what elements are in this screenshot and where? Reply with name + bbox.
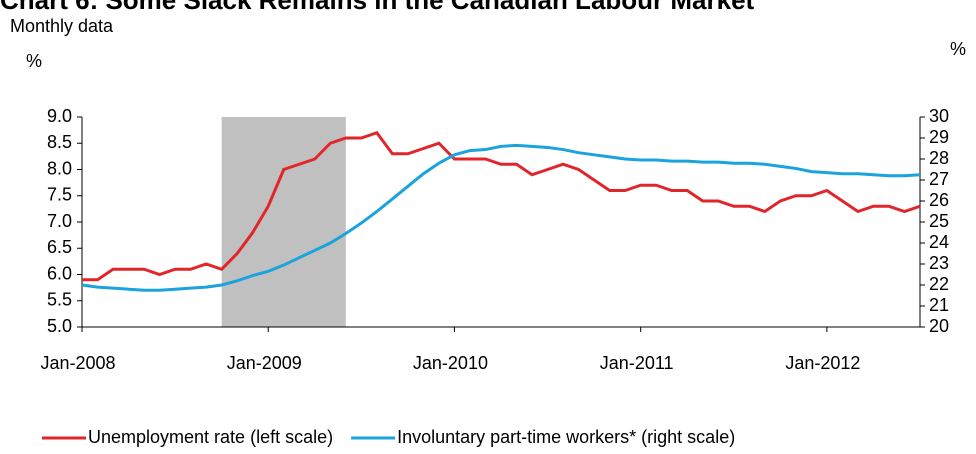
legend-label: Unemployment rate (left scale) [88, 427, 333, 447]
x-tick-label: Jan-2009 [227, 353, 302, 373]
y2-tick-label: 25 [929, 211, 949, 231]
legend-label: Involuntary part-time workers* (right sc… [397, 427, 735, 447]
y-tick-label: 6.5 [47, 237, 72, 257]
x-tick-label: Jan-2011 [600, 353, 674, 373]
y2-axis-label: % [950, 39, 966, 59]
y2-tick-label: 28 [929, 148, 949, 168]
y-tick-label: 8.0 [47, 158, 72, 178]
chart-title: Chart 6: Some Slack Remains in the Canad… [0, 0, 755, 15]
y-tick-label: 5.5 [47, 290, 72, 310]
chart-subtitle: Monthly data [10, 16, 114, 36]
line-series [82, 130, 921, 282]
line-series [81, 143, 921, 292]
y2-tick-label: 27 [929, 169, 949, 189]
y2-tick-label: 20 [929, 316, 949, 336]
x-tick-label: Jan-2008 [40, 353, 115, 373]
y-tick-label: 7.5 [47, 185, 72, 205]
y2-tick-label: 21 [929, 295, 949, 315]
y2-tick-label: 23 [929, 253, 949, 273]
x-tick-label: Jan-2010 [413, 353, 488, 373]
y-tick-label: 8.5 [47, 132, 72, 152]
x-tick-label: Jan-2012 [785, 353, 860, 373]
y2-tick-label: 24 [929, 232, 949, 252]
y-axis-label: % [26, 51, 42, 71]
y2-tick-label: 22 [929, 274, 949, 294]
y2-tick-label: 29 [929, 127, 949, 147]
y-tick-label: 9.0 [47, 106, 72, 126]
shaded-region [221, 117, 346, 327]
y-tick-label: 7.0 [47, 211, 72, 231]
y-tick-label: 5.0 [47, 316, 72, 336]
y2-tick-label: 26 [929, 190, 949, 210]
y2-tick-label: 30 [929, 106, 949, 126]
y-tick-label: 6.0 [47, 263, 72, 283]
